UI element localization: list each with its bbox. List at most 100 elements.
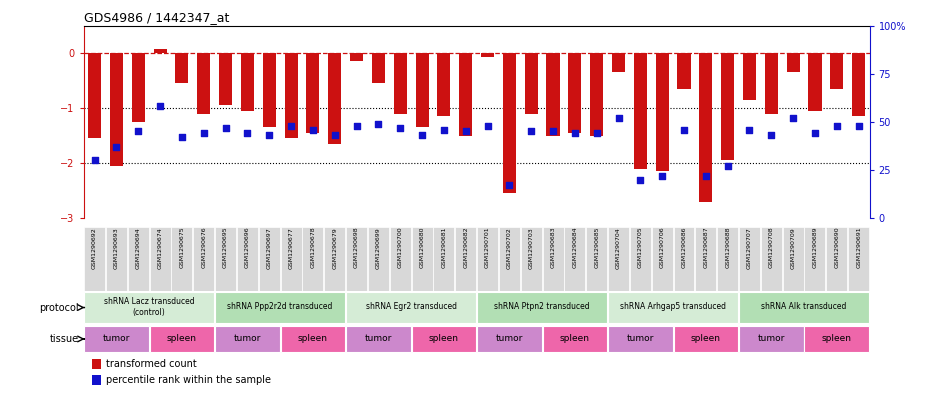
Point: [480, 123, 495, 129]
Point: [742, 127, 757, 133]
Text: GSM1290698: GSM1290698: [354, 227, 359, 268]
FancyBboxPatch shape: [346, 292, 476, 323]
Point: [458, 128, 473, 134]
FancyBboxPatch shape: [652, 227, 672, 291]
Point: [131, 128, 146, 134]
Point: [436, 127, 451, 133]
FancyBboxPatch shape: [804, 326, 870, 352]
Point: [524, 128, 538, 134]
Text: GSM1290704: GSM1290704: [616, 227, 621, 268]
Text: GSM1290674: GSM1290674: [157, 227, 163, 268]
Text: tumor: tumor: [102, 334, 130, 343]
Bar: [219, 53, 232, 105]
Bar: [416, 53, 429, 127]
Point: [590, 130, 604, 136]
Text: tumor: tumor: [365, 334, 392, 343]
Point: [611, 115, 626, 121]
FancyBboxPatch shape: [717, 227, 738, 291]
Text: tumor: tumor: [496, 334, 523, 343]
Text: GDS4986 / 1442347_at: GDS4986 / 1442347_at: [84, 11, 229, 24]
FancyBboxPatch shape: [127, 227, 149, 291]
Point: [830, 123, 844, 129]
Bar: [612, 53, 625, 72]
FancyBboxPatch shape: [542, 227, 564, 291]
Text: GSM1290692: GSM1290692: [92, 227, 97, 268]
Bar: [830, 53, 844, 89]
FancyBboxPatch shape: [542, 326, 607, 352]
Text: spleen: spleen: [166, 334, 197, 343]
FancyBboxPatch shape: [565, 227, 585, 291]
Bar: [591, 53, 604, 136]
Point: [392, 125, 407, 131]
Bar: [787, 53, 800, 72]
Text: spleen: spleen: [429, 334, 458, 343]
FancyBboxPatch shape: [433, 227, 455, 291]
Bar: [241, 53, 254, 111]
Bar: [350, 53, 363, 61]
Bar: [393, 53, 406, 114]
FancyBboxPatch shape: [673, 227, 695, 291]
Text: GSM1290691: GSM1290691: [857, 227, 861, 268]
Point: [284, 123, 299, 129]
FancyBboxPatch shape: [848, 227, 870, 291]
Text: shRNA Ppp2r2d transduced: shRNA Ppp2r2d transduced: [228, 302, 333, 311]
Text: GSM1290688: GSM1290688: [725, 227, 730, 268]
Text: GSM1290685: GSM1290685: [594, 227, 599, 268]
FancyBboxPatch shape: [804, 227, 826, 291]
FancyBboxPatch shape: [368, 227, 389, 291]
FancyBboxPatch shape: [346, 326, 411, 352]
Point: [153, 103, 167, 110]
FancyBboxPatch shape: [281, 326, 345, 352]
Bar: [88, 53, 101, 138]
Bar: [525, 53, 538, 114]
Bar: [176, 53, 189, 83]
Text: shRNA Ptpn2 transduced: shRNA Ptpn2 transduced: [495, 302, 590, 311]
Point: [851, 123, 866, 129]
FancyBboxPatch shape: [412, 326, 476, 352]
Point: [698, 173, 713, 179]
Bar: [481, 53, 494, 57]
Text: tumor: tumor: [233, 334, 261, 343]
FancyBboxPatch shape: [325, 227, 345, 291]
Bar: [764, 53, 777, 114]
Text: GSM1290702: GSM1290702: [507, 227, 512, 268]
Text: spleen: spleen: [560, 334, 590, 343]
Text: GSM1290675: GSM1290675: [179, 227, 184, 268]
Point: [676, 127, 691, 133]
Bar: [547, 53, 560, 136]
Bar: [852, 53, 865, 116]
Point: [786, 115, 801, 121]
FancyBboxPatch shape: [608, 292, 738, 323]
Bar: [568, 53, 581, 133]
Bar: [808, 53, 821, 111]
Text: GSM1290708: GSM1290708: [769, 227, 774, 268]
Point: [371, 121, 386, 127]
Text: shRNA Arhgap5 transduced: shRNA Arhgap5 transduced: [620, 302, 726, 311]
FancyBboxPatch shape: [739, 292, 870, 323]
FancyBboxPatch shape: [696, 227, 716, 291]
Text: GSM1290686: GSM1290686: [682, 227, 686, 268]
Text: GSM1290701: GSM1290701: [485, 227, 490, 268]
Text: GSM1290695: GSM1290695: [223, 227, 228, 268]
Bar: [328, 53, 341, 144]
Point: [720, 163, 735, 169]
Text: GSM1290682: GSM1290682: [463, 227, 468, 268]
FancyBboxPatch shape: [150, 326, 214, 352]
Text: GSM1290684: GSM1290684: [572, 227, 578, 268]
FancyBboxPatch shape: [390, 227, 411, 291]
Point: [349, 123, 364, 129]
Bar: [91, 375, 101, 385]
FancyBboxPatch shape: [84, 326, 149, 352]
Point: [262, 132, 277, 138]
Text: GSM1290693: GSM1290693: [114, 227, 119, 268]
Text: GSM1290681: GSM1290681: [442, 227, 446, 268]
Bar: [153, 49, 166, 53]
Point: [764, 132, 778, 138]
Point: [327, 132, 342, 138]
FancyBboxPatch shape: [673, 326, 738, 352]
FancyBboxPatch shape: [281, 227, 301, 291]
FancyBboxPatch shape: [237, 227, 258, 291]
Bar: [306, 53, 319, 133]
Point: [305, 127, 320, 133]
Bar: [634, 53, 647, 169]
